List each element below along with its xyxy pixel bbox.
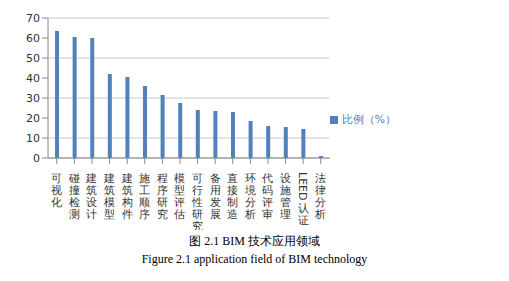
svg-text:可: 可 [192, 172, 204, 185]
svg-text:研: 研 [156, 196, 168, 209]
svg-text:建: 建 [104, 172, 116, 185]
svg-text:顺: 顺 [139, 196, 151, 209]
svg-text:施: 施 [139, 172, 151, 185]
svg-text:40: 40 [26, 72, 40, 85]
svg-text:筑: 筑 [104, 184, 116, 197]
svg-text:筑: 筑 [121, 184, 133, 197]
svg-text:视: 视 [51, 184, 63, 197]
svg-text:模: 模 [174, 172, 186, 185]
svg-text:性: 性 [192, 196, 204, 209]
svg-text:10: 10 [26, 132, 40, 145]
svg-text:接: 接 [227, 184, 239, 197]
svg-text:直: 直 [227, 172, 239, 185]
svg-text:模: 模 [104, 196, 116, 209]
svg-text:理: 理 [280, 208, 291, 221]
html-text:图 2.1 BIM 技术应用领域: 图 2.1 BIM 技术应用领域 [189, 234, 320, 248]
svg-text:展: 展 [210, 208, 221, 221]
svg-text:码: 码 [262, 184, 274, 197]
svg-text:评: 评 [174, 196, 186, 209]
svg-text:型: 型 [104, 208, 115, 221]
svg-text:用: 用 [209, 184, 221, 197]
svg-text:检: 检 [68, 196, 80, 209]
svg-text:测: 测 [69, 208, 80, 221]
svg-text:型: 型 [174, 184, 186, 197]
svg-text:设: 设 [86, 196, 98, 209]
svg-text:估: 估 [174, 208, 185, 221]
svg-text:程: 程 [156, 172, 168, 185]
html-text:比例（%）: 比例（%） [341, 112, 396, 126]
svg-text:构: 构 [121, 196, 133, 209]
svg-text:建: 建 [121, 172, 133, 185]
svg-text:分: 分 [315, 196, 327, 209]
svg-text:LEED: LEED [296, 172, 309, 201]
svg-text:分: 分 [244, 196, 256, 209]
svg-text:认: 认 [297, 202, 309, 215]
svg-text:审: 审 [262, 208, 273, 221]
svg-text:究: 究 [157, 208, 168, 221]
svg-text:证: 证 [298, 214, 309, 227]
html-text:Figure 2.1 application field o: Figure 2.1 application field of BIM tech… [141, 252, 368, 266]
svg-text:序: 序 [139, 208, 150, 221]
svg-text:律: 律 [315, 184, 327, 197]
svg-text:析: 析 [314, 208, 326, 221]
svg-text:造: 造 [227, 208, 238, 221]
svg-text:50: 50 [26, 52, 40, 65]
svg-text:管: 管 [280, 196, 292, 209]
svg-text:评: 评 [262, 196, 274, 209]
svg-text:制: 制 [227, 196, 239, 209]
svg-text:境: 境 [244, 184, 256, 197]
svg-text:70: 70 [26, 12, 40, 25]
svg-text:撞: 撞 [68, 184, 80, 197]
svg-text:30: 30 [26, 92, 40, 105]
svg-text:化: 化 [51, 196, 62, 209]
svg-text:究: 究 [192, 220, 203, 230]
svg-text:备: 备 [209, 172, 221, 185]
svg-text:碰: 碰 [68, 172, 80, 185]
svg-text:代: 代 [262, 172, 274, 185]
svg-text:法: 法 [315, 172, 327, 185]
svg-text:研: 研 [192, 208, 204, 221]
svg-text:行: 行 [192, 184, 204, 197]
svg-text:0: 0 [33, 152, 40, 165]
svg-text:可: 可 [51, 172, 63, 185]
svg-text:工: 工 [139, 184, 151, 197]
svg-text:计: 计 [86, 208, 97, 221]
svg-text:60: 60 [26, 32, 40, 45]
svg-text:序: 序 [156, 184, 168, 197]
svg-text:20: 20 [26, 112, 40, 125]
svg-text:施: 施 [280, 184, 292, 197]
svg-text:析: 析 [244, 208, 256, 221]
svg-text:发: 发 [209, 196, 221, 209]
svg-text:筑: 筑 [86, 184, 98, 197]
svg-text:环: 环 [244, 172, 256, 185]
svg-text:建: 建 [86, 172, 98, 185]
svg-text:件: 件 [122, 208, 133, 221]
svg-text:设: 设 [280, 172, 292, 185]
